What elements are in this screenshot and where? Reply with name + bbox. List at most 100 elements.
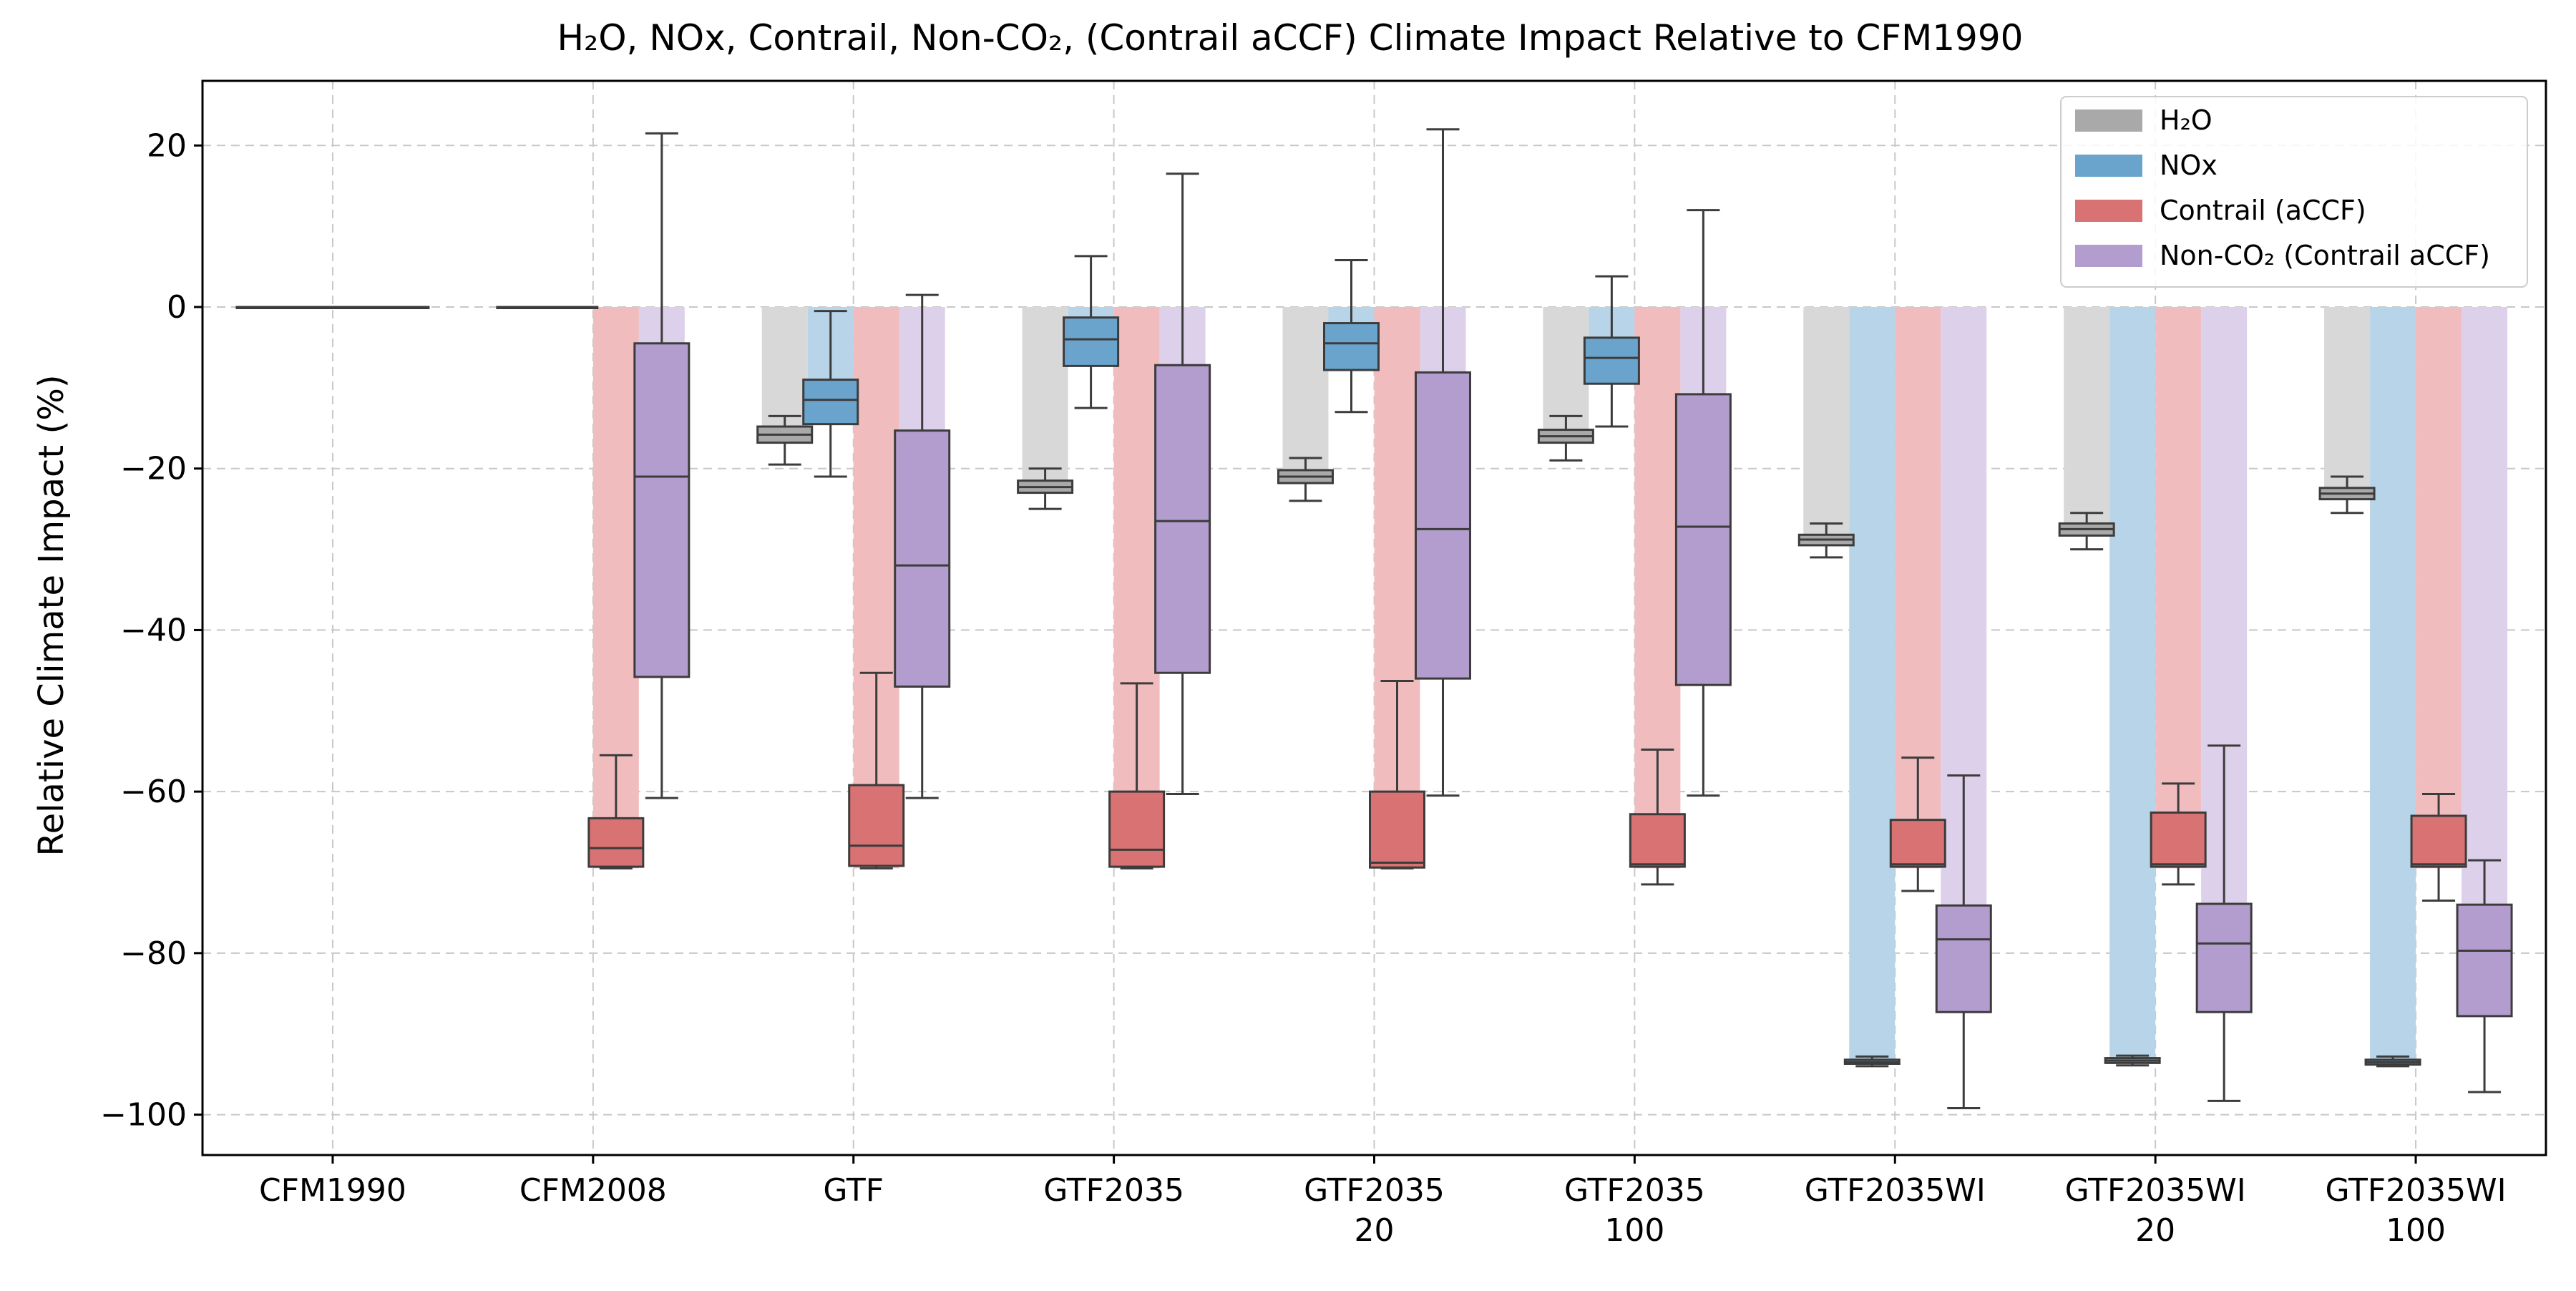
box-plot bbox=[633, 132, 691, 799]
box-plot bbox=[1935, 774, 1992, 1110]
legend-label: Non-CO₂ (Contrail aCCF) bbox=[2160, 240, 2490, 271]
bar bbox=[1849, 307, 1896, 1063]
y-tick-label: −40 bbox=[120, 612, 187, 648]
y-tick-label: 20 bbox=[147, 127, 187, 164]
legend-label: H₂O bbox=[2160, 104, 2212, 136]
y-tick-label: 0 bbox=[167, 289, 187, 326]
x-tick-label: CFM2008 bbox=[519, 1172, 667, 1209]
box-plot bbox=[1889, 756, 1946, 892]
box-plot bbox=[373, 306, 430, 309]
legend-swatch bbox=[2075, 200, 2142, 222]
bar bbox=[2155, 307, 2202, 869]
box-plot bbox=[2104, 1054, 2161, 1067]
y-tick-label: −20 bbox=[120, 451, 187, 487]
x-tick-label: 100 bbox=[2386, 1212, 2446, 1249]
box bbox=[1674, 393, 1732, 686]
box bbox=[1323, 322, 1380, 371]
box-plot bbox=[894, 293, 951, 799]
box-plot bbox=[1537, 414, 1594, 462]
x-tick-label: GTF2035 bbox=[1304, 1172, 1445, 1209]
x-tick-label: GTF2035 bbox=[1043, 1172, 1184, 1209]
box bbox=[1063, 316, 1120, 367]
x-tick-label: 20 bbox=[1355, 1212, 1395, 1249]
box-plot bbox=[2195, 744, 2253, 1102]
box-plots bbox=[235, 128, 2513, 1110]
legend-swatch bbox=[2075, 155, 2142, 177]
box bbox=[1935, 904, 1992, 1013]
box-plot bbox=[1323, 259, 1380, 414]
box-plot bbox=[2456, 859, 2513, 1093]
y-tick-label: −100 bbox=[100, 1097, 187, 1134]
bar bbox=[1803, 307, 1850, 540]
box-plot bbox=[756, 414, 814, 466]
bar bbox=[2370, 307, 2416, 1063]
box-plot bbox=[802, 310, 859, 478]
bar bbox=[761, 307, 808, 435]
box-plot bbox=[1843, 1055, 1901, 1068]
y-tick-label: −60 bbox=[120, 774, 187, 810]
x-tick-label: 20 bbox=[2135, 1212, 2175, 1249]
box-plot bbox=[1369, 680, 1425, 869]
bar bbox=[1022, 307, 1068, 487]
box-plot bbox=[1154, 172, 1211, 796]
legend-label: NOx bbox=[2160, 150, 2218, 181]
box bbox=[2410, 814, 2467, 868]
x-tick-label: 100 bbox=[1604, 1212, 1664, 1249]
box-plot bbox=[2318, 475, 2376, 515]
box bbox=[2195, 902, 2253, 1013]
bar bbox=[2416, 307, 2462, 869]
bar bbox=[2109, 307, 2156, 1061]
bar bbox=[2462, 307, 2508, 951]
box bbox=[633, 342, 691, 678]
box-plot bbox=[1583, 275, 1640, 428]
box-plot bbox=[2150, 782, 2207, 886]
x-tick-label: GTF2035WI bbox=[2325, 1172, 2506, 1209]
legend-label: Contrail (aCCF) bbox=[2160, 195, 2366, 226]
legend-swatch bbox=[2075, 245, 2142, 267]
box-plot bbox=[848, 671, 905, 869]
box-plot bbox=[2058, 512, 2115, 551]
box bbox=[802, 379, 859, 426]
box bbox=[1108, 790, 1166, 868]
legend: H₂O NOx Contrail (aCCF) Non-CO₂ (Contrail a… bbox=[2060, 96, 2528, 288]
box-plot bbox=[587, 754, 645, 869]
box bbox=[2150, 811, 2207, 868]
box-plot bbox=[542, 306, 599, 309]
box-plot bbox=[1674, 209, 1732, 797]
box-plot bbox=[1063, 255, 1120, 409]
box bbox=[1369, 790, 1425, 869]
legend-box bbox=[2060, 96, 2528, 288]
legend-swatch bbox=[2075, 109, 2142, 132]
x-tick-label: GTF2035 bbox=[1564, 1172, 1705, 1209]
box bbox=[1629, 813, 1686, 868]
box bbox=[894, 429, 951, 688]
x-tick-label: GTF2035WI bbox=[2065, 1172, 2246, 1209]
axes: 20 0 −20 −40 −60 −80 −100 CFM1990 CFM2008 GTF GTF2… bbox=[100, 79, 2547, 1249]
box-plot bbox=[2410, 793, 2467, 902]
y-tick-label: −80 bbox=[120, 935, 187, 972]
box-plot bbox=[1415, 128, 1471, 797]
box-plot bbox=[1797, 522, 1855, 559]
box bbox=[1415, 371, 1471, 680]
box-plot bbox=[2364, 1055, 2421, 1068]
bar bbox=[2324, 307, 2371, 494]
box-plot bbox=[1017, 467, 1074, 510]
box-plot bbox=[1108, 682, 1166, 869]
x-tick-label: GTF bbox=[823, 1172, 884, 1209]
box bbox=[848, 784, 905, 867]
box bbox=[1154, 364, 1211, 674]
y-axis-label: Relative Climate Impact (%) bbox=[31, 374, 72, 856]
box-plot bbox=[1277, 457, 1334, 502]
box bbox=[587, 817, 645, 868]
x-tick-label: CFM1990 bbox=[259, 1172, 406, 1209]
bar bbox=[1543, 307, 1589, 437]
box bbox=[2456, 903, 2513, 1018]
box bbox=[1583, 336, 1640, 385]
chart-title: H₂O, NOx, Contrail, Non-CO₂, (Contrail a… bbox=[557, 17, 2024, 59]
box-plot bbox=[1629, 748, 1686, 886]
box bbox=[1889, 819, 1946, 868]
bar bbox=[2064, 307, 2110, 530]
bar bbox=[1282, 307, 1329, 477]
